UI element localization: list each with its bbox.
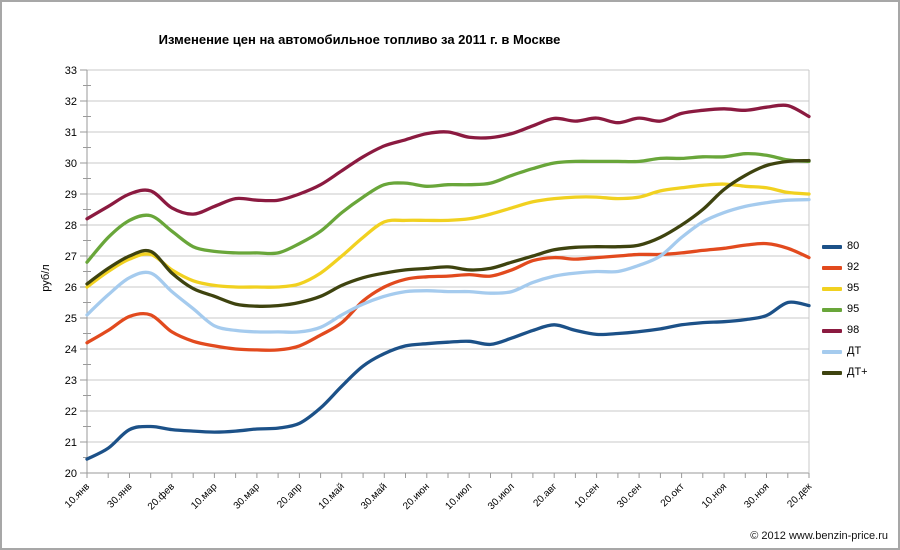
series-line-4-98	[85, 103, 811, 221]
legend-swatch	[822, 286, 842, 291]
legend-item-2-95: 95	[822, 278, 868, 299]
y-tick-label: 24	[65, 344, 77, 356]
x-tick-label: 30.мар	[232, 481, 263, 512]
series-line-5-ДТ	[85, 197, 811, 334]
y-tick-label: 27	[65, 251, 77, 263]
x-tick-label: 30.июл	[486, 481, 517, 512]
legend-label: 98	[847, 324, 860, 336]
x-tick-label: 10.янв	[63, 481, 92, 510]
legend-label: 95	[847, 282, 860, 294]
x-tick-label: 30.ноя	[742, 481, 771, 510]
y-tick-label: 26	[65, 282, 77, 294]
legend-swatch	[822, 328, 842, 333]
x-tick-label: 20.фев	[145, 481, 177, 513]
x-tick-label: 10.июл	[443, 481, 474, 512]
series-line-0-80	[85, 300, 811, 461]
x-tick-label: 30.сен	[615, 481, 644, 510]
y-tick-label: 30	[65, 158, 77, 170]
series-line-6-ДТ+	[85, 158, 811, 308]
x-tick-label: 10.ноя	[700, 481, 729, 510]
x-tick-label: 20.окт	[659, 481, 687, 509]
chart-title: Изменение цен на автомобильное топливо з…	[158, 32, 561, 47]
x-tick-label: 10.сен	[573, 481, 602, 510]
legend-swatch	[822, 370, 842, 375]
legend-item-4-98: 98	[822, 320, 868, 341]
copyright: © 2012 www.benzin-price.ru	[750, 530, 888, 542]
legend-item-3-95: 95	[822, 299, 868, 320]
x-tick-label: 10.май	[317, 481, 347, 511]
legend-label: 92	[847, 261, 860, 273]
y-tick-label: 29	[65, 189, 77, 201]
legend-item-5-ДТ: ДТ	[822, 341, 868, 362]
legend-swatch	[822, 244, 842, 249]
y-tick-label: 31	[65, 127, 77, 139]
y-tick-label: 21	[65, 437, 77, 449]
y-tick-label: 33	[65, 65, 77, 77]
y-tick-label: 22	[65, 406, 77, 418]
legend-label: ДТ	[847, 345, 862, 357]
legend-label: 80	[847, 240, 860, 252]
x-tick-label: 10.мар	[189, 481, 220, 512]
series-line-2-95	[85, 182, 811, 289]
series-line-3-95	[85, 151, 811, 264]
x-tick-label: 20.дек	[785, 481, 814, 510]
legend-swatch	[822, 349, 842, 354]
x-tick-label: 30.янв	[106, 481, 135, 510]
legend-label: 95	[847, 303, 860, 315]
y-tick-label: 28	[65, 220, 77, 232]
legend: 80 92 95 95 98 ДТ ДТ+	[822, 236, 868, 383]
y-tick-label: 23	[65, 375, 77, 387]
y-tick-label: 32	[65, 96, 77, 108]
legend-item-0-80: 80	[822, 236, 868, 257]
y-tick-label: 25	[65, 313, 77, 325]
x-tick-label: 30.май	[359, 481, 389, 511]
legend-swatch	[822, 307, 842, 312]
x-tick-label: 20.июн	[401, 481, 432, 512]
legend-item-1-92: 92	[822, 257, 868, 278]
x-tick-label: 20.апр	[275, 481, 305, 511]
legend-item-6-ДТ+: ДТ+	[822, 362, 868, 383]
legend-label: ДТ+	[847, 366, 868, 378]
y-tick-label: 20	[65, 468, 77, 480]
x-tick-label: 20.авг	[531, 481, 559, 509]
legend-swatch	[822, 265, 842, 270]
series-line-1-92	[85, 241, 811, 352]
